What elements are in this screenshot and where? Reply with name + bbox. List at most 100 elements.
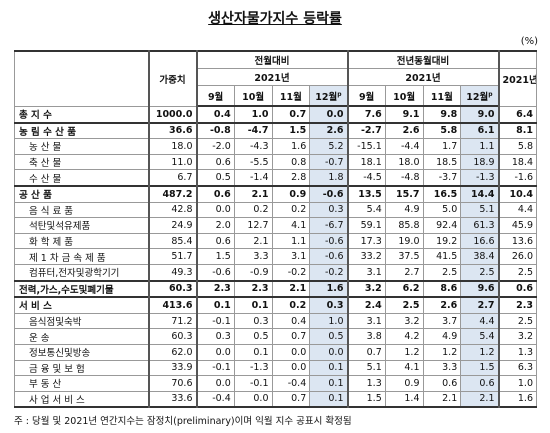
table-cell: 0.1 bbox=[233, 343, 273, 361]
row-label: 농 산 물 bbox=[14, 138, 150, 155]
table-cell: 4.2 bbox=[384, 328, 424, 345]
table-row: 음 식 료 품 42.8 0.0 0.2 0.2 0.3 5.4 4.9 5.0 5.1 4.4 bbox=[14, 201, 537, 219]
table-cell: 4.9 bbox=[422, 328, 462, 345]
table-cell: 0.3 bbox=[233, 312, 273, 330]
table-cell: 2.6 bbox=[422, 296, 462, 314]
table-cell: -0.6 bbox=[196, 263, 235, 282]
table-cell: 0.5 bbox=[309, 328, 349, 345]
table-cell: 4.4 bbox=[460, 312, 500, 330]
table-cell: 4.9 bbox=[384, 201, 424, 219]
table-cell: 6.3 bbox=[498, 359, 537, 377]
header-text: 11월 bbox=[279, 91, 302, 103]
table-cell: 1.8 bbox=[309, 169, 349, 187]
header-cell: 2021년p bbox=[498, 68, 537, 107]
table-cell: 1.0 bbox=[498, 375, 537, 392]
table-cell: 2.5 bbox=[384, 296, 424, 314]
table-cell: 0.7 bbox=[347, 343, 386, 361]
table-row: 사 업 서 비 스 33.6 -0.4 0.0 0.7 0.1 1.5 1.4 2.1 2.1 1.… bbox=[14, 390, 537, 409]
table-cell: 33.9 bbox=[148, 359, 198, 377]
table-row: 운 송 60.3 0.3 0.5 0.7 0.5 3.8 4.2 4.9 5.4 3.2 bbox=[14, 328, 537, 345]
table-cell: 1.0 bbox=[309, 312, 349, 330]
header-cell: 전년동월대비 bbox=[347, 50, 500, 69]
header-text: 12월 bbox=[315, 91, 338, 103]
table-cell: 0.9 bbox=[271, 184, 311, 203]
table-cell: 0.4 bbox=[271, 312, 311, 330]
table-cell: 13.5 bbox=[347, 184, 386, 203]
table-cell: 11.0 bbox=[148, 153, 198, 171]
table-cell: 61.3 bbox=[460, 217, 500, 234]
table-cell: 38.4 bbox=[460, 248, 500, 265]
table-cell: 36.6 bbox=[148, 121, 198, 140]
row-label: 석탄및석유제품 bbox=[14, 217, 150, 234]
header-cell: 11월 bbox=[422, 85, 462, 107]
table-cell: 3.1 bbox=[271, 248, 311, 265]
table-cell: 0.0 bbox=[196, 375, 235, 392]
table-cell: 0.3 bbox=[196, 328, 235, 345]
table-cell: 2.1 bbox=[422, 390, 462, 409]
table-row: 제 1 차 금 속 제 품 51.7 1.5 3.3 3.1 -0.6 33.2 37.5 41… bbox=[14, 248, 537, 265]
table-cell: 413.6 bbox=[148, 296, 198, 314]
table-cell: 85.8 bbox=[384, 217, 424, 234]
table-row: 음식점및숙박 71.2 -0.1 0.3 0.4 1.0 3.1 3.2 3.7 4.4 2.5 bbox=[14, 312, 537, 330]
table-cell: 5.4 bbox=[460, 328, 500, 345]
table-body: 총 지 수 1000.0 0.4 1.0 0.7 0.0 7.6 9.1 9.8 9.0 6.4 농 … bbox=[14, 105, 537, 409]
header-cell bbox=[14, 50, 150, 107]
table-cell: 41.5 bbox=[422, 248, 462, 265]
table-cell: 487.2 bbox=[148, 184, 198, 203]
header-cell: 2021년 bbox=[196, 68, 349, 86]
table-cell: 0.8 bbox=[271, 153, 311, 171]
header-text: 9월 bbox=[358, 91, 375, 103]
table-cell: 1.5 bbox=[347, 390, 386, 409]
table-cell: 14.4 bbox=[460, 184, 500, 203]
table-cell: 19.0 bbox=[384, 232, 424, 250]
table-cell: 4.4 bbox=[498, 201, 537, 219]
table: 가중치 전월대비 전년동월대비 2021년 2021년 2021년p 9월10월… bbox=[14, 50, 537, 409]
table-cell: 18.9 bbox=[460, 153, 500, 171]
table-cell: 3.3 bbox=[233, 248, 273, 265]
table-cell: 5.2 bbox=[309, 138, 349, 155]
table-cell: 18.0 bbox=[148, 138, 198, 155]
table-cell: 16.5 bbox=[422, 184, 462, 203]
table-cell: 1.6 bbox=[309, 279, 349, 298]
table-cell: 1.5 bbox=[271, 121, 311, 140]
table-cell: -0.1 bbox=[196, 359, 235, 377]
table-cell: 0.0 bbox=[271, 343, 311, 361]
row-label: 운 송 bbox=[14, 328, 150, 345]
table-row: 부 동 산 70.6 0.0 -0.1 -0.4 0.1 1.3 0.9 0.6 0.6 1.0 bbox=[14, 375, 537, 392]
row-label: 축 산 물 bbox=[14, 153, 150, 171]
table-cell: -0.2 bbox=[309, 263, 349, 282]
table-cell: 5.4 bbox=[347, 201, 386, 219]
table-header: 가중치 전월대비 전년동월대비 2021년 2021년 2021년p 9월10월… bbox=[14, 50, 537, 107]
table-cell: 0.0 bbox=[196, 201, 235, 219]
unit: (%) bbox=[520, 36, 538, 47]
table-cell: 18.4 bbox=[498, 153, 537, 171]
table-cell: 37.5 bbox=[384, 248, 424, 265]
row-label: 화 학 제 품 bbox=[14, 232, 150, 250]
table-cell: 3.7 bbox=[422, 312, 462, 330]
table-cell: 5.8 bbox=[422, 121, 462, 140]
table-cell: 12.7 bbox=[233, 217, 273, 234]
table-row: 금 융 및 보 험 33.9 -0.1 -1.3 0.0 0.1 5.1 4.1 3.3 1.5 6… bbox=[14, 359, 537, 377]
row-label: 부 동 산 bbox=[14, 375, 150, 392]
table-cell: -15.1 bbox=[347, 138, 386, 155]
table-cell: 2.5 bbox=[498, 263, 537, 282]
table-cell: 0.9 bbox=[384, 375, 424, 392]
row-label: 컴퓨터,전자및광학기기 bbox=[14, 263, 150, 282]
table-cell: -0.8 bbox=[196, 121, 235, 140]
table-cell: 6.7 bbox=[148, 169, 198, 187]
header-text: 2021년 bbox=[502, 75, 537, 86]
header-cell: 12월p bbox=[309, 85, 349, 107]
table-cell: 0.3 bbox=[309, 296, 349, 314]
table-cell: 0.1 bbox=[233, 296, 273, 314]
table-cell: 8.1 bbox=[498, 121, 537, 140]
table-cell: -4.3 bbox=[233, 138, 273, 155]
table-cell: 0.6 bbox=[196, 153, 235, 171]
header-sup: p bbox=[488, 90, 493, 98]
table-cell: 2.3 bbox=[498, 296, 537, 314]
table-row: 서 비 스 413.6 0.1 0.1 0.2 0.3 2.4 2.5 2.6 2.7 2.3 bbox=[14, 296, 537, 314]
table-cell: -6.7 bbox=[309, 217, 349, 234]
header-text: 12월 bbox=[466, 91, 489, 103]
table-cell: 1.7 bbox=[422, 138, 462, 155]
table-cell: 60.3 bbox=[148, 328, 198, 345]
table-cell: 62.0 bbox=[148, 343, 198, 361]
